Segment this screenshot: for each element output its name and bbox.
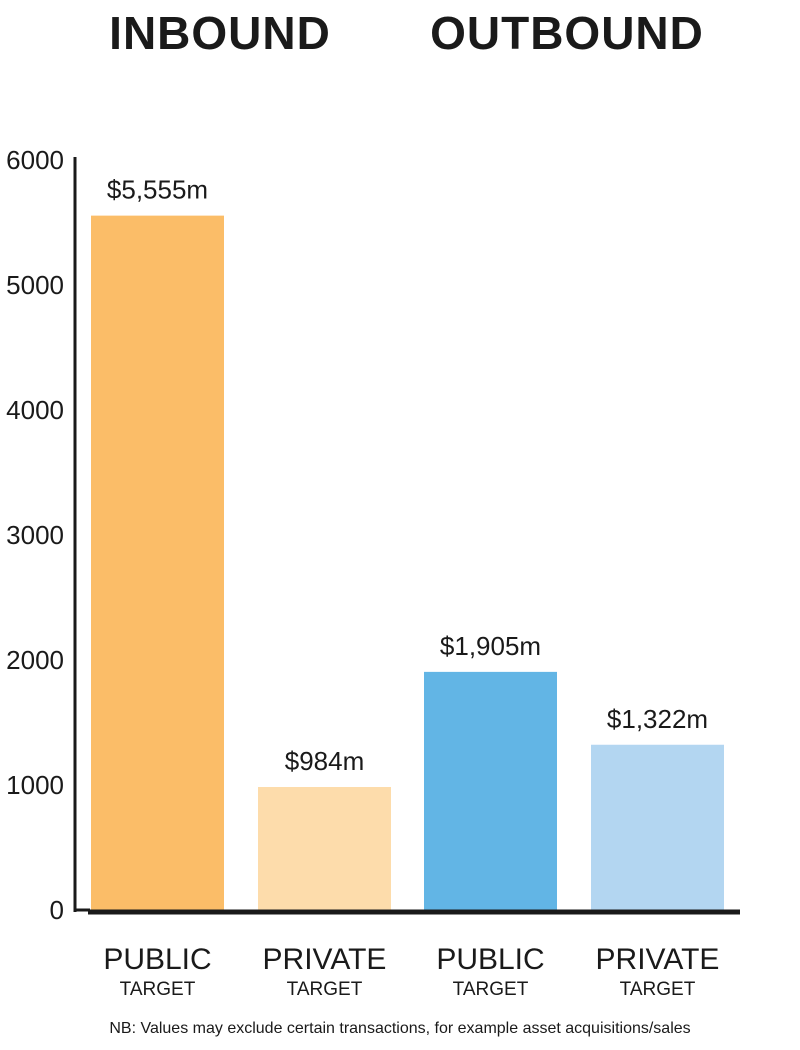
bar [591,744,724,910]
x-tick-label: PUBLIC [103,943,211,976]
bar-chart: 0 1000 2000 3000 4000 5000 6000 $5,555m PUBLIC TA… [6,145,740,1000]
data-label: $5,555m [107,175,208,205]
y-tick-label: 5000 [6,270,64,300]
x-tick-label: PRIVATE [263,943,387,976]
y-tick-label: 0 [50,895,64,925]
bar [258,787,391,910]
y-tick-label: 3000 [6,520,64,550]
x-tick-sublabel: TARGET [120,979,196,1000]
data-label: $1,905m [440,631,541,661]
x-tick-sublabel: TARGET [620,979,696,1000]
bar [424,671,557,910]
data-label: $984m [285,746,365,776]
y-tick-label: 6000 [6,145,64,175]
y-tick-label: 2000 [6,645,64,675]
y-tick-label: 1000 [6,770,64,800]
x-tick-label: PRIVATE [596,943,720,976]
inbound-title: INBOUND [109,7,331,59]
bar [91,215,224,910]
outbound-title: OUTBOUND [430,7,704,59]
x-tick-sublabel: TARGET [453,979,529,1000]
x-tick-sublabel: TARGET [287,979,363,1000]
x-tick-label: PUBLIC [436,943,544,976]
data-label: $1,322m [607,704,708,734]
y-tick-label: 4000 [6,395,64,425]
footnote: NB: Values may exclude certain transacti… [109,1020,691,1037]
